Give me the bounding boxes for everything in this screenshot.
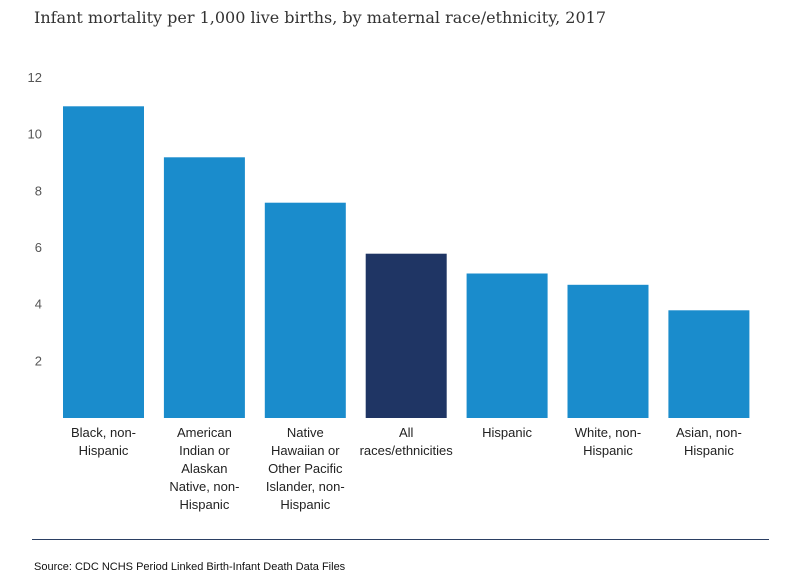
source-note: Source: CDC NCHS Period Linked Birth-Inf… xyxy=(34,561,346,573)
bar xyxy=(567,284,649,418)
bar xyxy=(163,157,245,419)
bar xyxy=(264,202,346,418)
category-label-line: All xyxy=(399,425,414,440)
y-tick-label: 12 xyxy=(28,70,42,85)
category-label-line: Islander, non- xyxy=(266,479,345,494)
bar xyxy=(63,106,144,419)
category-label: Hispanic xyxy=(482,425,532,440)
category-label-line: Native xyxy=(287,425,324,440)
category-label-line: Asian, non- xyxy=(676,425,742,440)
category-label: Native Hawaiian or Other Pacific Islander, … xyxy=(266,425,345,512)
y-tick-label: 2 xyxy=(35,353,42,368)
category-label: All races/ethnicities xyxy=(360,425,454,458)
y-tick-label: 10 xyxy=(28,127,42,142)
chart-title: Infant mortality per 1,000 live births, … xyxy=(34,8,607,27)
category-label-line: American xyxy=(177,425,232,440)
footer-divider xyxy=(32,539,769,540)
category-label-line: Hispanic xyxy=(684,443,734,458)
bar xyxy=(365,253,447,418)
category-label-line: Alaskan xyxy=(181,461,227,476)
category-label: Black, non- Hispanic xyxy=(71,425,136,458)
category-label: Asian, non- Hispanic xyxy=(676,425,742,458)
category-label-line: Hispanic xyxy=(280,497,330,512)
category-label-line: Hispanic xyxy=(583,443,633,458)
bar-chart: 2 4 6 8 10 12 Black, non- Hispanic American India… xyxy=(28,70,750,512)
category-label-line: Other Pacific xyxy=(268,461,343,476)
category-label-line: Black, non- xyxy=(71,425,136,440)
y-tick-label: 8 xyxy=(35,183,42,198)
category-label-line: White, non- xyxy=(575,425,641,440)
category-label-line: races/ethnicities xyxy=(360,443,454,458)
category-label-line: Hispanic xyxy=(179,497,229,512)
category-label-line: Indian or xyxy=(179,443,230,458)
category-label-line: Hispanic xyxy=(79,443,129,458)
bar xyxy=(668,310,750,418)
bar xyxy=(466,273,548,418)
category-label-line: Hawaiian or xyxy=(271,443,340,458)
category-label: White, non- Hispanic xyxy=(575,425,641,458)
category-label-line: Native, non- xyxy=(169,479,239,494)
category-label: American Indian or Alaskan Native, non- Hisp… xyxy=(169,425,239,512)
category-label-line: Hispanic xyxy=(482,425,532,440)
y-tick-label: 4 xyxy=(35,297,42,312)
y-tick-label: 6 xyxy=(35,240,42,255)
